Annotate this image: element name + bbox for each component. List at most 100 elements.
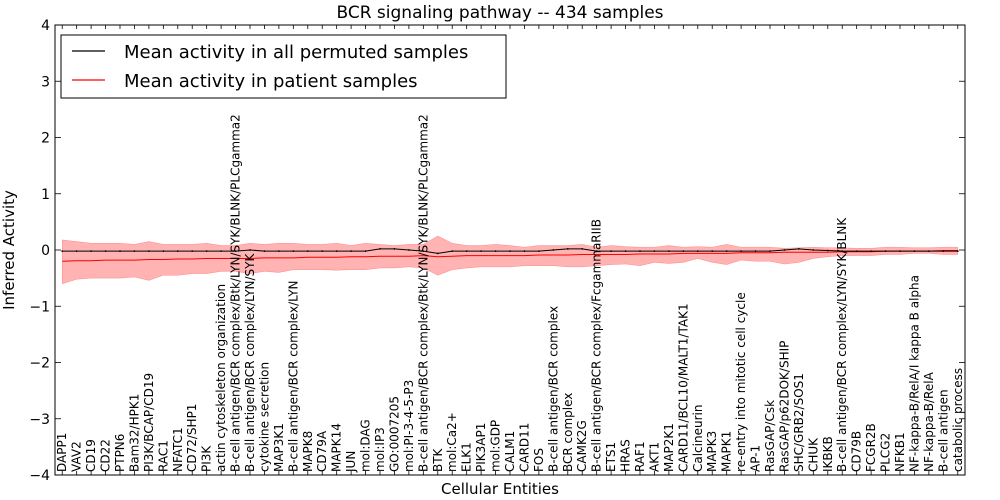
permuted-point: [624, 250, 627, 253]
category-label: CARD11: [517, 423, 531, 472]
category-label: RasGAP/Csk: [763, 400, 777, 472]
plot-frame: [54, 24, 966, 476]
category-label: CARD11/BCL10/MALT1/TAK1: [676, 303, 690, 472]
permuted-point: [162, 250, 165, 253]
permuted-point: [292, 250, 295, 253]
permuted-point: [653, 250, 656, 253]
category-label: DAPP1: [55, 433, 69, 472]
category-label: mol:DAG: [359, 419, 373, 472]
category-label: B-cell antigen/BCR complex/Btk/LYN/SYK/B…: [229, 114, 243, 472]
category-label: NFATC1: [171, 427, 185, 472]
permuted-point: [176, 250, 179, 253]
y-tick-label: 4: [41, 18, 50, 34]
permuted-point: [90, 250, 93, 253]
permuted-point: [234, 250, 237, 253]
category-label: CD19: [84, 439, 98, 472]
permuted-point: [133, 250, 136, 253]
category-label: cytokine secretion: [257, 362, 271, 472]
permuted-point: [451, 250, 454, 253]
category-label: CHUK: [806, 437, 820, 472]
permuted-point: [595, 250, 598, 253]
permuted-point: [335, 250, 338, 253]
permuted-point: [740, 250, 743, 253]
category-label: AP-1: [749, 445, 763, 472]
permuted-point: [220, 250, 223, 253]
legend-label-patient: Mean activity in patient samples: [124, 71, 418, 92]
category-label: FOS: [532, 448, 546, 472]
category-label: ETS1: [604, 442, 618, 472]
chart-title: BCR signaling pathway -- 434 samples: [336, 3, 663, 23]
patient-activity-band: [61, 235, 959, 285]
permuted-point: [306, 250, 309, 253]
permuted-point: [552, 249, 555, 251]
y-axis-title: Inferred Activity: [0, 190, 18, 310]
permuted-point: [667, 250, 670, 253]
permuted-point: [855, 250, 858, 253]
permuted-point: [884, 250, 887, 253]
category-label: MAPK3: [705, 431, 719, 472]
permuted-point: [191, 250, 194, 253]
category-label: CD22: [99, 439, 113, 472]
category-label: PTPN6: [113, 434, 127, 472]
category-label: mol:Ca2+: [445, 412, 459, 472]
category-label: MAPK14: [330, 423, 344, 472]
category-label: actin cytoskeleton organization: [214, 284, 228, 472]
permuted-point: [494, 250, 497, 253]
category-label: CD79B: [850, 431, 864, 472]
category-label: MAP3K1: [272, 423, 286, 472]
permuted-point: [870, 250, 873, 253]
category-label: B-cell antigen/BCR complex/LYN/SYK: [243, 252, 257, 472]
category-label: NF-kappa-B/RelA/I kappa B alpha: [907, 275, 921, 472]
category-label: SHC/GRB2/SOS1: [792, 373, 806, 472]
category-label: CD72/SHP1: [185, 404, 199, 472]
category-label: mol:PI-3-4-5-P3: [402, 380, 416, 472]
permuted-point: [566, 247, 569, 250]
permuted-point: [899, 250, 901, 253]
category-label: NF-kappa-B/RelA: [922, 371, 936, 472]
permuted-point: [263, 250, 266, 253]
permuted-point: [754, 250, 757, 253]
permuted-point: [913, 250, 916, 253]
category-label: CALM1: [503, 431, 517, 472]
category-label: BCR complex: [561, 393, 575, 472]
permuted-point: [465, 250, 468, 253]
category-label: VAV2: [70, 441, 84, 472]
permuted-point: [350, 250, 353, 253]
permuted-point: [436, 252, 439, 255]
permuted-point: [783, 249, 786, 251]
permuted-point: [249, 249, 251, 251]
permuted-point: [639, 250, 641, 253]
category-label: CD79A: [315, 430, 329, 472]
y-tick-label: −1: [29, 299, 50, 315]
y-tick-label: 2: [41, 131, 50, 147]
category-label: PLCG2: [879, 433, 893, 472]
permuted-point: [119, 250, 121, 253]
patient-mean-line: [62, 250, 958, 262]
category-label: Calcineurin: [691, 405, 705, 472]
category-label: B-cell antigen/BCR complex/FcgammaRIIB: [590, 219, 604, 472]
permuted-point: [277, 250, 280, 253]
category-label: GO:0007205: [387, 396, 401, 472]
y-tick-label: 1: [41, 187, 50, 203]
permuted-point: [581, 247, 584, 250]
permuted-point: [147, 250, 150, 253]
permuted-point: [61, 250, 64, 253]
permuted-point: [480, 250, 483, 253]
permuted-point: [610, 250, 613, 253]
category-label: RasGAP/p62DOK/SHIP: [777, 341, 791, 472]
permuted-point: [422, 250, 425, 253]
permuted-point: [75, 250, 78, 253]
permuted-point: [725, 250, 728, 253]
permuted-point: [104, 250, 107, 253]
legend-label-permuted: Mean activity in all permuted samples: [124, 42, 468, 63]
category-label: BTK: [431, 447, 445, 472]
permuted-point: [956, 250, 959, 253]
permuted-point: [205, 250, 208, 253]
category-label: MAPK1: [720, 431, 734, 472]
category-label: B-cell antigen/BCR complex/Btk/LYN/SYK/B…: [416, 114, 430, 472]
category-label: MAPK8: [301, 431, 315, 472]
category-label: CAMK2G: [575, 420, 589, 472]
legend-box: [60, 34, 507, 99]
category-label: B-cell antigen/BCR complex/LYN/SYK/BLNK: [835, 217, 849, 472]
